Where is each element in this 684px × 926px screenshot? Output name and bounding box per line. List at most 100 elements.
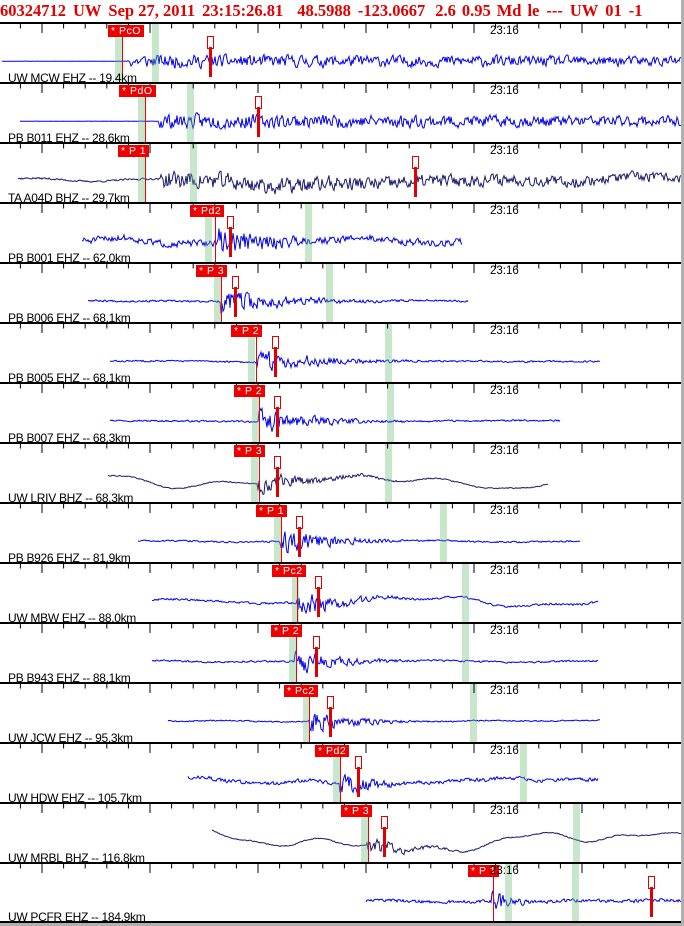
coda-duration-marker[interactable] [355,756,363,800]
station-label: PB B011 EHZ -- 28.6km [8,131,130,142]
trace-panel[interactable]: * P 2 23:16 PB B007 EHZ -- 68.3km [0,382,681,442]
phase-pick-flag[interactable]: * Pd2 [190,205,225,217]
phase-pick-line[interactable] [256,325,257,382]
trace-panel[interactable]: * Pd2 23:16 PB B001 EHZ -- 62.0km [0,202,681,262]
phase-pick-line[interactable] [296,625,297,682]
event-latitude: 48.5988 [297,1,351,20]
coda-window-band [289,624,296,682]
coda-duration-marker[interactable] [207,36,215,80]
coda-window-band [214,264,221,322]
phase-pick-flag[interactable]: * P 2 [231,325,263,337]
phase-pick-flag[interactable]: * PdO [119,85,156,97]
phase-pick-flag[interactable]: * P 3 [341,805,373,817]
coda-duration-marker[interactable] [648,876,656,920]
coda-window-band [138,84,145,142]
phase-pick-flag[interactable]: * P 1 [468,865,500,877]
coda-window-band [187,84,194,142]
coda-duration-marker[interactable] [327,696,335,740]
trace-panel[interactable]: * P 3 23:16 UW MRBL BHZ -- 116.8km [0,802,681,862]
phase-pick-flag[interactable]: * Pd2 [315,745,350,757]
coda-duration-marker[interactable] [232,276,240,320]
trace-panel[interactable]: * Pc2 23:16 UW MBW EHZ -- 88.0km [0,562,681,622]
phase-pick-line[interactable] [215,205,216,262]
phase-pick-line[interactable] [281,505,282,562]
axis-time-label: 23:16 [490,265,519,277]
trace-panel[interactable]: * P 2 23:16 PB B005 EHZ -- 68.1km [0,322,681,382]
trace-panel[interactable]: * P 3 23:16 UW LRIV BHZ -- 68.3km [0,442,681,502]
station-label: UW MRBL BHZ -- 116.8km [8,851,145,862]
phase-pick-line[interactable] [221,265,222,322]
phase-pick-line[interactable] [122,25,123,82]
coda-window-band [326,264,333,322]
coda-duration-marker[interactable] [274,456,282,500]
coda-duration-marker[interactable] [274,396,282,440]
phase-pick-line[interactable] [340,745,341,802]
event-quality: le [527,1,540,20]
coda-window-band [205,204,212,262]
coda-duration-marker[interactable] [412,156,420,200]
coda-marker-bar [209,47,212,77]
coda-marker-bar [234,287,237,317]
event-network: UW [73,1,102,20]
trace-panel[interactable]: * P 1 23:16 UW PCFR EHZ -- 184.9km [0,862,681,923]
phase-pick-flag[interactable]: * P 1 [256,505,288,517]
axis-time-label: 23:16 [490,145,519,157]
phase-pick-line[interactable] [297,565,298,622]
station-label: UW PCFR EHZ -- 184.9km [8,910,146,923]
coda-duration-marker[interactable] [381,816,389,860]
coda-window-band [274,504,281,562]
phase-pick-flag[interactable]: * P 1 [118,145,150,157]
coda-marker-bar [317,587,320,617]
coda-duration-marker[interactable] [227,216,235,260]
coda-window-band [470,684,477,742]
phase-pick-flag[interactable]: * P 2 [234,385,266,397]
trace-panel[interactable]: * PdO 23:16 PB B011 EHZ -- 28.6km [0,82,681,142]
axis-time-label: 23:16 [490,325,519,337]
trace-panel[interactable]: * Pd2 23:16 UW HDW EHZ -- 105.7km [0,742,681,802]
coda-window-band [385,324,392,382]
event-magnitude: 0.95 [461,1,491,20]
coda-marker-bar [298,527,301,557]
phase-pick-flag[interactable]: * P 3 [234,445,266,457]
coda-duration-marker[interactable] [255,96,263,140]
coda-marker-bar [276,407,279,437]
coda-window-band [303,684,310,742]
event-mag-type: Md [496,1,522,20]
phase-pick-line[interactable] [145,145,146,202]
coda-duration-marker[interactable] [313,636,321,680]
phase-pick-line[interactable] [259,445,260,502]
axis-time-label: 23:16 [490,85,519,97]
phase-pick-line[interactable] [259,385,260,442]
coda-window-band [572,864,579,921]
station-label: PB B943 EHZ -- 88.1km [8,671,131,682]
phase-pick-flag[interactable]: * P 3 [196,265,228,277]
coda-marker-bar [315,647,318,677]
phase-pick-line[interactable] [145,85,146,142]
phase-pick-line[interactable] [368,805,369,862]
phase-pick-flag[interactable]: * Pc2 [272,565,306,577]
axis-time-label: 23:16 [490,505,519,517]
phase-pick-line[interactable] [309,685,310,742]
coda-window-band [115,24,122,82]
coda-window-band [505,864,512,921]
station-label: UW HDW EHZ -- 105.7km [8,791,142,802]
phase-pick-line[interactable] [493,865,494,921]
trace-panel[interactable]: * Pc2 23:16 UW JCW EHZ -- 95.3km [0,682,681,742]
phase-pick-flag[interactable]: * PcO [108,25,144,37]
coda-window-band [251,444,258,502]
trace-panel[interactable]: * P 3 23:16 PB B006 EHZ -- 68.1km [0,262,681,322]
coda-marker-bar [257,107,260,137]
coda-window-band [385,444,392,502]
trace-panel[interactable]: * P 2 23:16 PB B943 EHZ -- 88.1km [0,622,681,682]
station-label: PB B006 EHZ -- 68.1km [8,311,131,322]
trace-panel[interactable]: * PcO 23:16 UW MCW EHZ -- 19.4km [0,22,681,82]
coda-duration-marker[interactable] [315,576,323,620]
trace-panel[interactable]: * P 1 23:16 PB B926 EHZ -- 81.9km [0,502,681,562]
trace-panel[interactable]: * P 1 23:16 TA A04D BHZ -- 29.7km [0,142,681,202]
coda-window-band [248,324,255,382]
phase-pick-flag[interactable]: * P 2 [271,625,303,637]
coda-duration-marker[interactable] [272,336,280,380]
phase-pick-flag[interactable]: * Pc2 [284,685,318,697]
coda-duration-marker[interactable] [296,516,304,560]
